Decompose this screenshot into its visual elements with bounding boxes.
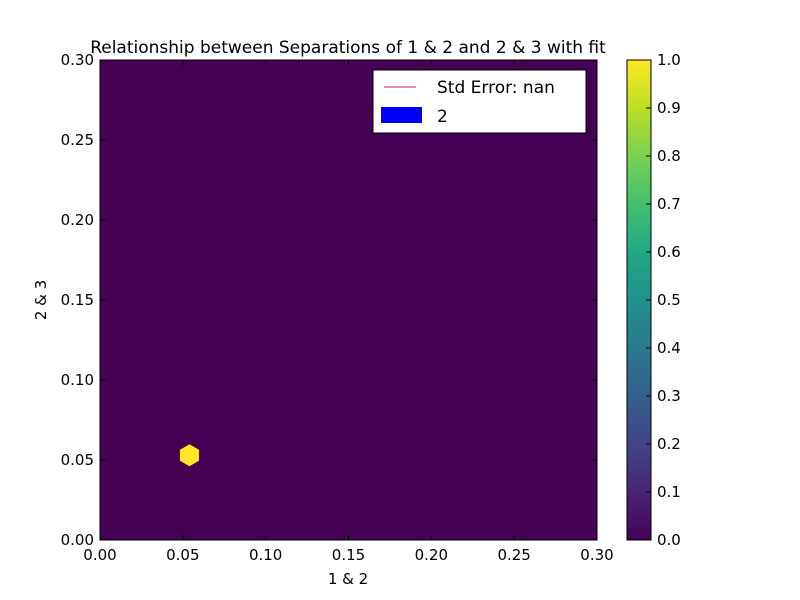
y-tick-label: 0.05 (61, 451, 94, 469)
colorbar-tick-label: 0.0 (657, 531, 681, 549)
colorbar-tick-label: 0.6 (657, 243, 681, 261)
hexbin-cell (179, 444, 199, 467)
chart-title: Relationship between Separations of 1 & … (90, 38, 606, 58)
x-tick-label: 0.25 (497, 546, 530, 564)
y-tick-label: 0.10 (61, 371, 94, 389)
colorbar: 0.0 0.1 0.2 0.3 0.4 0.5 0.6 0.7 0.8 0.9 1.0 (626, 51, 681, 549)
colorbar-tick-label: 0.9 (657, 99, 681, 117)
legend-entry-std-error: Std Error: nan (437, 78, 555, 98)
hexbin-cells (179, 444, 199, 467)
colorbar-tick-label: 0.1 (657, 483, 681, 501)
x-tick-label: 0.15 (332, 546, 365, 564)
colorbar-tick-label: 0.7 (657, 195, 681, 213)
y-axis-label: 2 & 3 (32, 280, 50, 320)
legend: Std Error: nan 2 (372, 69, 587, 134)
colorbar-tick-label: 0.2 (657, 435, 681, 453)
x-tick-label: 0.30 (580, 546, 613, 564)
x-axis-label: 1 & 2 (328, 570, 368, 588)
colorbar-ticks: 0.0 0.1 0.2 0.3 0.4 0.5 0.6 0.7 0.8 0.9 1.0 (646, 51, 681, 549)
legend-entry-2: 2 (437, 107, 448, 127)
y-tick-label: 0.15 (61, 291, 94, 309)
colorbar-tick-label: 0.3 (657, 387, 681, 405)
y-tick-label: 0.25 (61, 131, 94, 149)
x-tick-label: 0.20 (415, 546, 448, 564)
y-tick-label: 0.30 (61, 51, 94, 69)
y-axis: 0.00 0.05 0.10 0.15 0.20 0.25 0.30 (61, 51, 597, 549)
x-tick-label: 0.10 (249, 546, 282, 564)
x-tick-label: 0.00 (83, 546, 116, 564)
colorbar-tick-label: 1.0 (657, 51, 681, 69)
colorbar-tick-label: 0.4 (657, 339, 681, 357)
y-tick-label: 0.00 (61, 531, 94, 549)
x-axis: 0.00 0.05 0.10 0.15 0.20 0.25 0.30 (83, 60, 614, 564)
legend-patch-marker (381, 107, 422, 123)
y-tick-label: 0.20 (61, 211, 94, 229)
colorbar-tick-label: 0.5 (657, 291, 681, 309)
x-tick-label: 0.05 (166, 546, 199, 564)
colorbar-tick-label: 0.8 (657, 147, 681, 165)
